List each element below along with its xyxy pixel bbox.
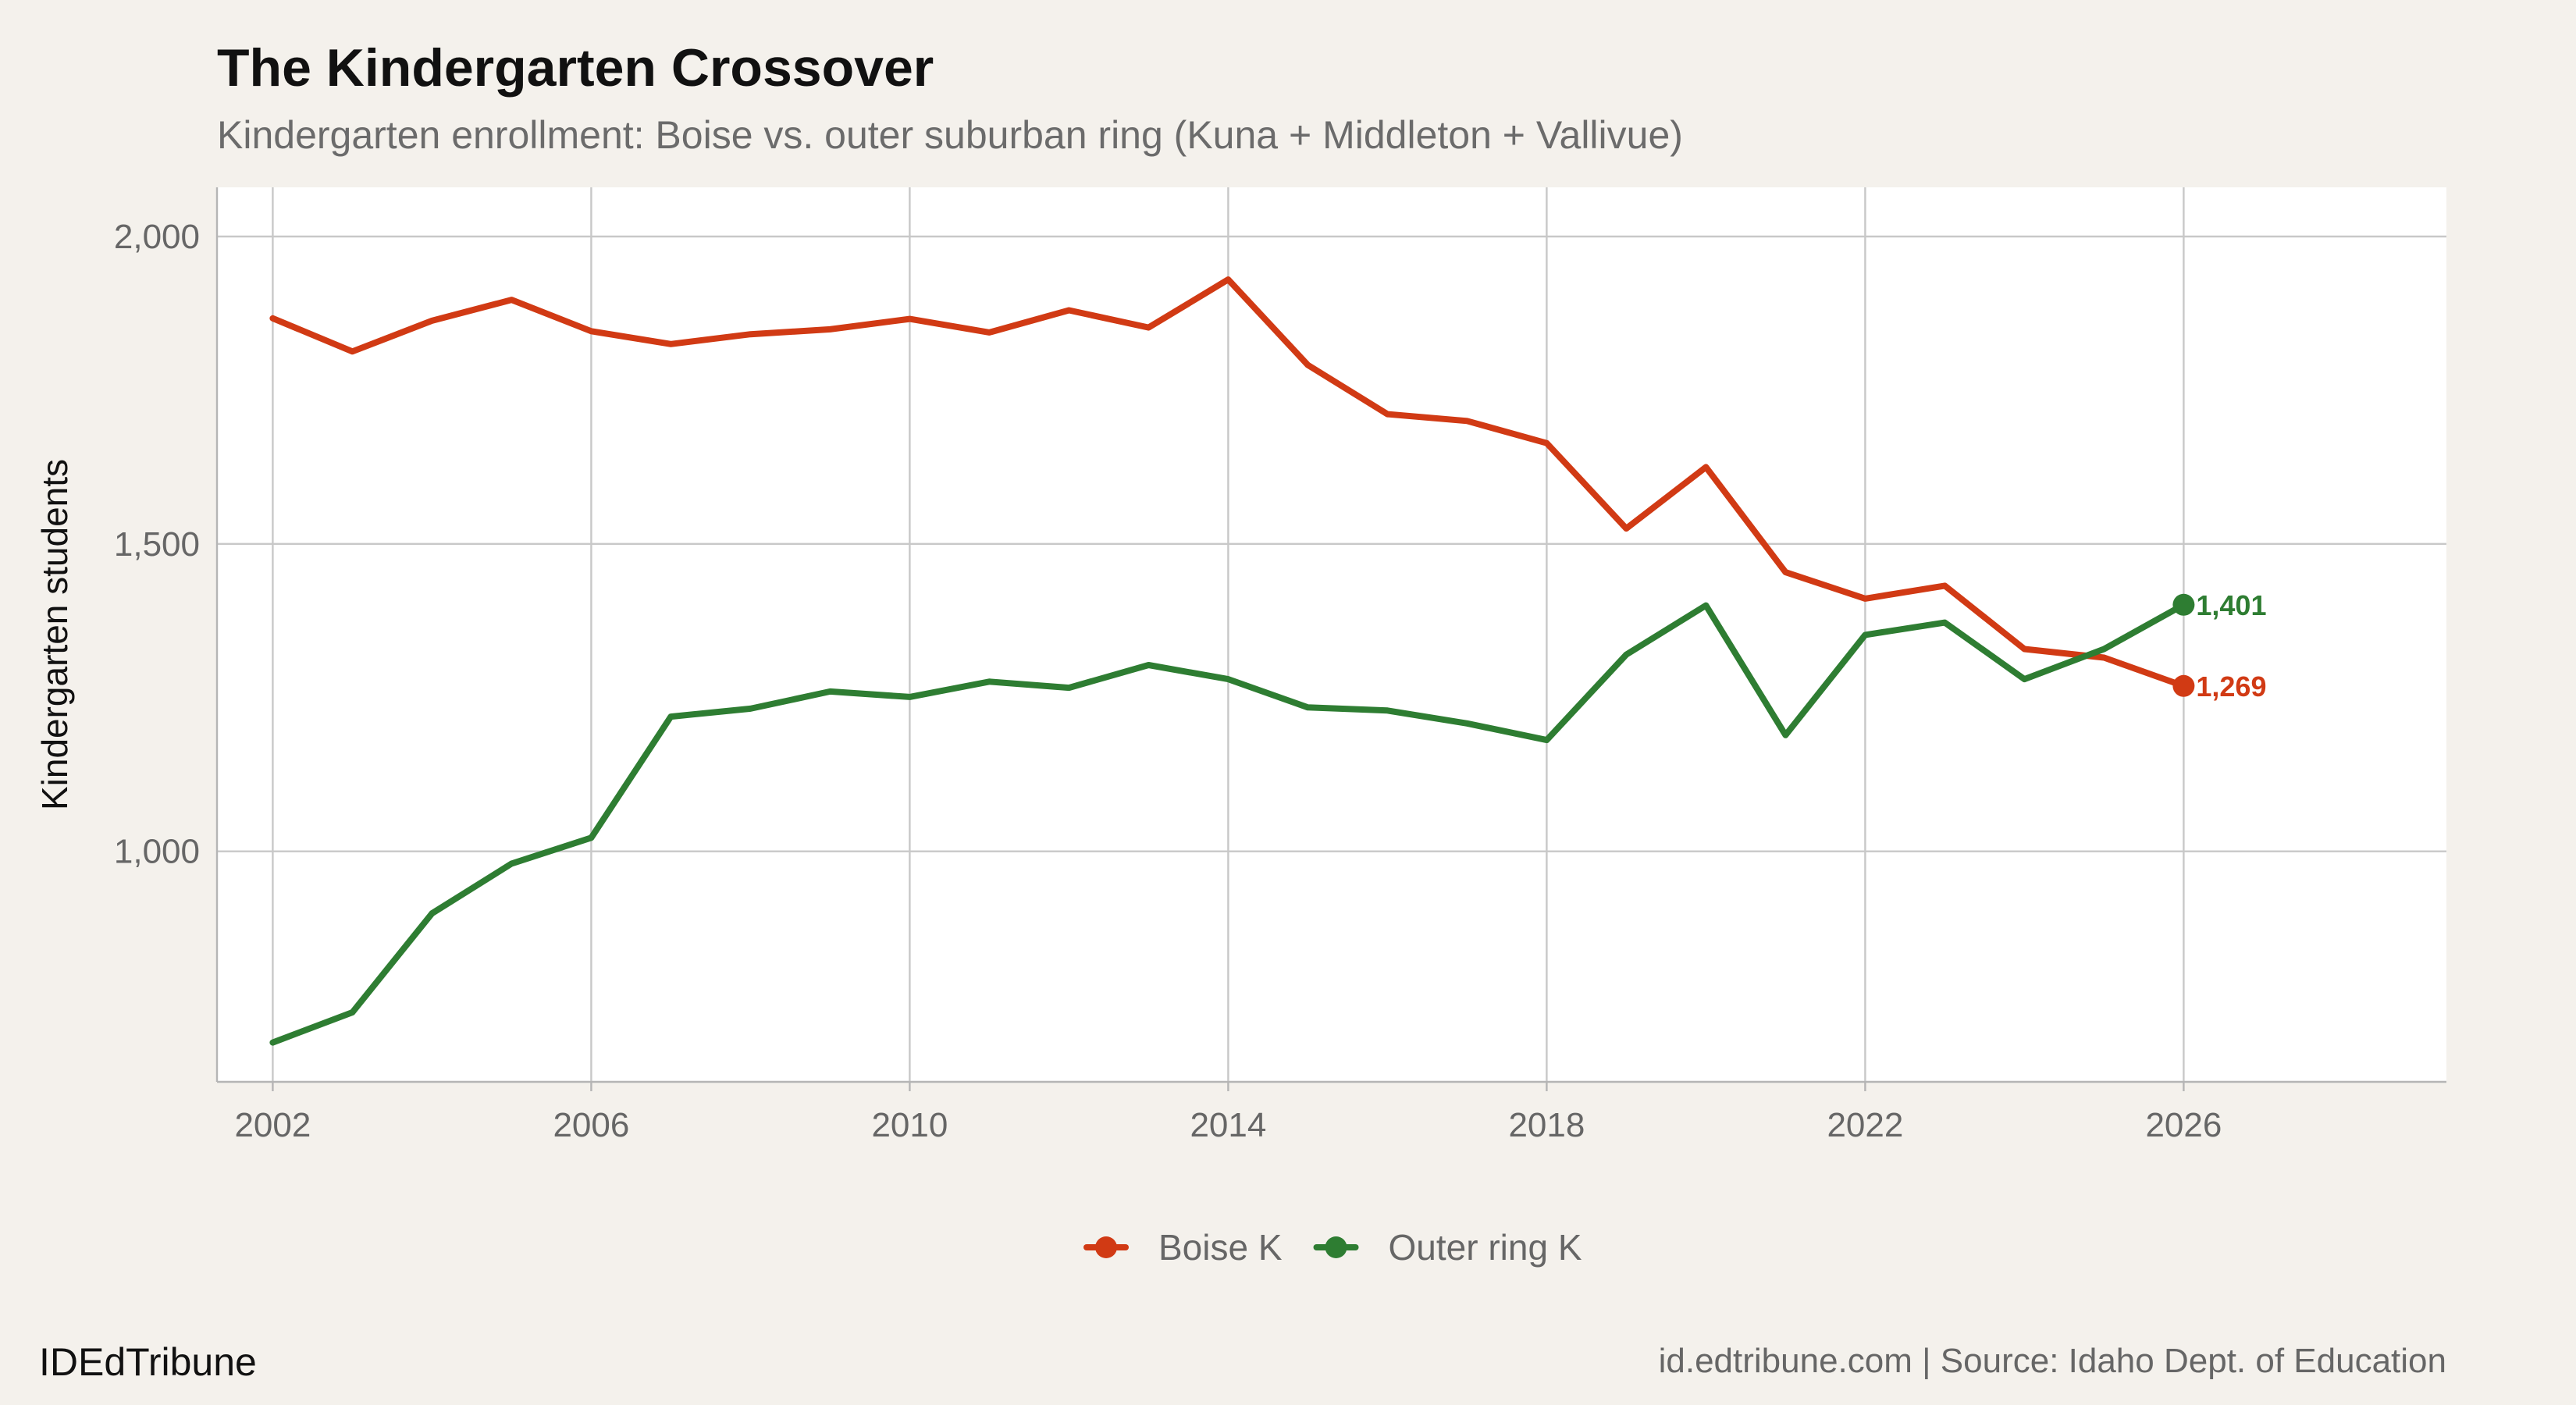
brand-logo-text: IDEdTribune	[39, 1340, 257, 1384]
x-tick-label: 2014	[1190, 1106, 1266, 1144]
y-tick-label: 1,500	[114, 525, 200, 564]
x-tick-label: 2006	[553, 1106, 629, 1144]
chart-subtitle: Kindergarten enrollment: Boise vs. outer…	[217, 113, 1683, 157]
plot-area	[217, 187, 2446, 1082]
y-tick-label: 1,000	[114, 833, 200, 871]
x-tick-label: 2010	[871, 1106, 948, 1144]
x-tick-label: 2002	[234, 1106, 311, 1144]
legend-item-1: Outer ring K	[1313, 1227, 1582, 1268]
y-axis-label: Kindergarten students	[34, 459, 75, 810]
series-line-1	[269, 601, 2187, 1046]
end-labels: 1,269 1,401	[2196, 589, 2266, 702]
series-line-0	[269, 276, 2187, 689]
legend-swatch-point	[1325, 1236, 1347, 1258]
y-tick-label: 2,000	[114, 218, 200, 256]
axes: 2002 2006 2010 2014 2018 2022 2026 1,000 1,500 2,…	[114, 187, 2446, 1144]
series-lines	[269, 276, 2195, 1046]
series-end-point-0	[2172, 674, 2195, 697]
series-end-label-1: 1,401	[2196, 589, 2266, 621]
legend: Boise K Outer ring K	[1083, 1227, 1582, 1268]
series-end-point-1	[2172, 593, 2195, 616]
legend-swatch-point	[1095, 1236, 1117, 1258]
x-tick-label: 2026	[2145, 1106, 2222, 1144]
x-tick-label: 2018	[1508, 1106, 1585, 1144]
legend-item-0: Boise K	[1083, 1227, 1283, 1268]
legend-label: Boise K	[1158, 1227, 1283, 1268]
series-end-label-0: 1,269	[2196, 670, 2266, 702]
x-tick-label: 2022	[1827, 1106, 1903, 1144]
legend-label: Outer ring K	[1389, 1227, 1582, 1268]
source-note: id.edtribune.com | Source: Idaho Dept. o…	[1659, 1342, 2446, 1380]
chart-title: The Kindergarten Crossover	[217, 38, 934, 98]
